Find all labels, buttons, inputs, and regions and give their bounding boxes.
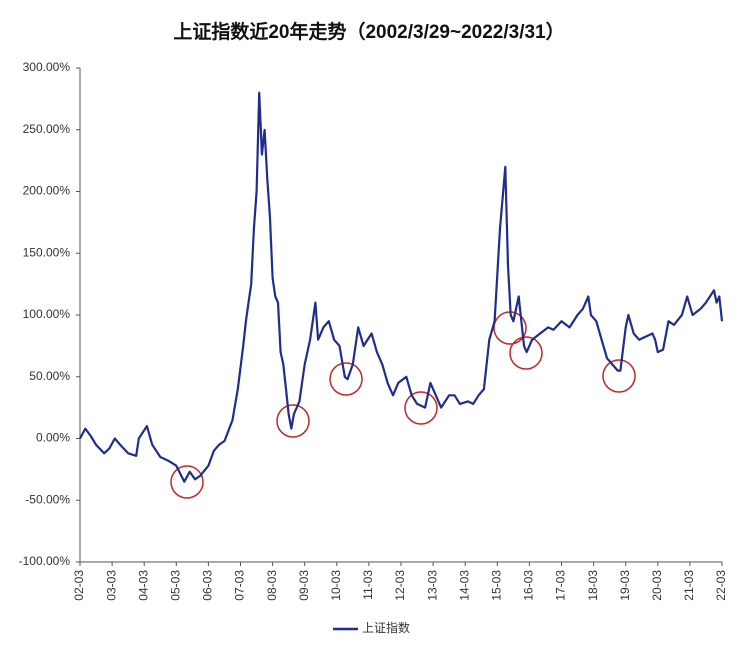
chart-title: 上证指数近20年走势（2002/3/29~2022/3/31） (173, 20, 564, 43)
y-tick-label: 300.00% (23, 60, 71, 74)
x-tick-label: 12-03 (393, 570, 407, 601)
x-tick-label: 14-03 (457, 570, 471, 601)
x-tick-label: 21-03 (682, 570, 696, 601)
x-tick-label: 04-03 (136, 570, 150, 601)
x-tick-label: 08-03 (265, 570, 279, 601)
y-tick-label: -100.00% (19, 554, 71, 568)
y-tick-label: 0.00% (36, 431, 70, 445)
x-tick-label: 02-03 (72, 570, 86, 601)
x-tick-label: 06-03 (201, 570, 215, 601)
annotations (170, 311, 636, 499)
x-tick-label: 20-03 (650, 570, 664, 601)
y-tick-label: 250.00% (23, 122, 71, 136)
y-tick-label: 100.00% (23, 307, 71, 321)
x-tick-label: 17-03 (554, 570, 568, 601)
y-tick-label: -50.00% (25, 492, 70, 506)
highlight-circle (509, 336, 543, 370)
highlight-circle (602, 359, 636, 393)
x-tick-label: 09-03 (297, 570, 311, 601)
x-tick-label: 15-03 (489, 570, 503, 601)
y-tick-label: 150.00% (23, 245, 71, 259)
highlight-circle (170, 465, 204, 499)
x-tick-label: 19-03 (618, 570, 632, 601)
highlight-circle (329, 362, 363, 396)
y-tick-label: 200.00% (23, 184, 71, 198)
x-tick-label: 05-03 (168, 570, 182, 601)
x-tick-label: 18-03 (586, 570, 600, 601)
x-tick-label: 07-03 (233, 570, 247, 601)
x-tick-label: 11-03 (361, 570, 375, 600)
series-line (79, 91, 724, 483)
x-tick-label: 22-03 (714, 570, 728, 601)
highlight-circle (404, 391, 438, 425)
x-tick-label: 10-03 (329, 570, 343, 601)
x-tick-label: 13-03 (425, 570, 439, 601)
legend-label: 上证指数 (362, 620, 410, 635)
highlight-circle (276, 404, 310, 438)
y-tick-label: 50.00% (29, 369, 70, 383)
x-tick-label: 16-03 (522, 570, 536, 601)
x-tick-label: 03-03 (104, 570, 118, 601)
